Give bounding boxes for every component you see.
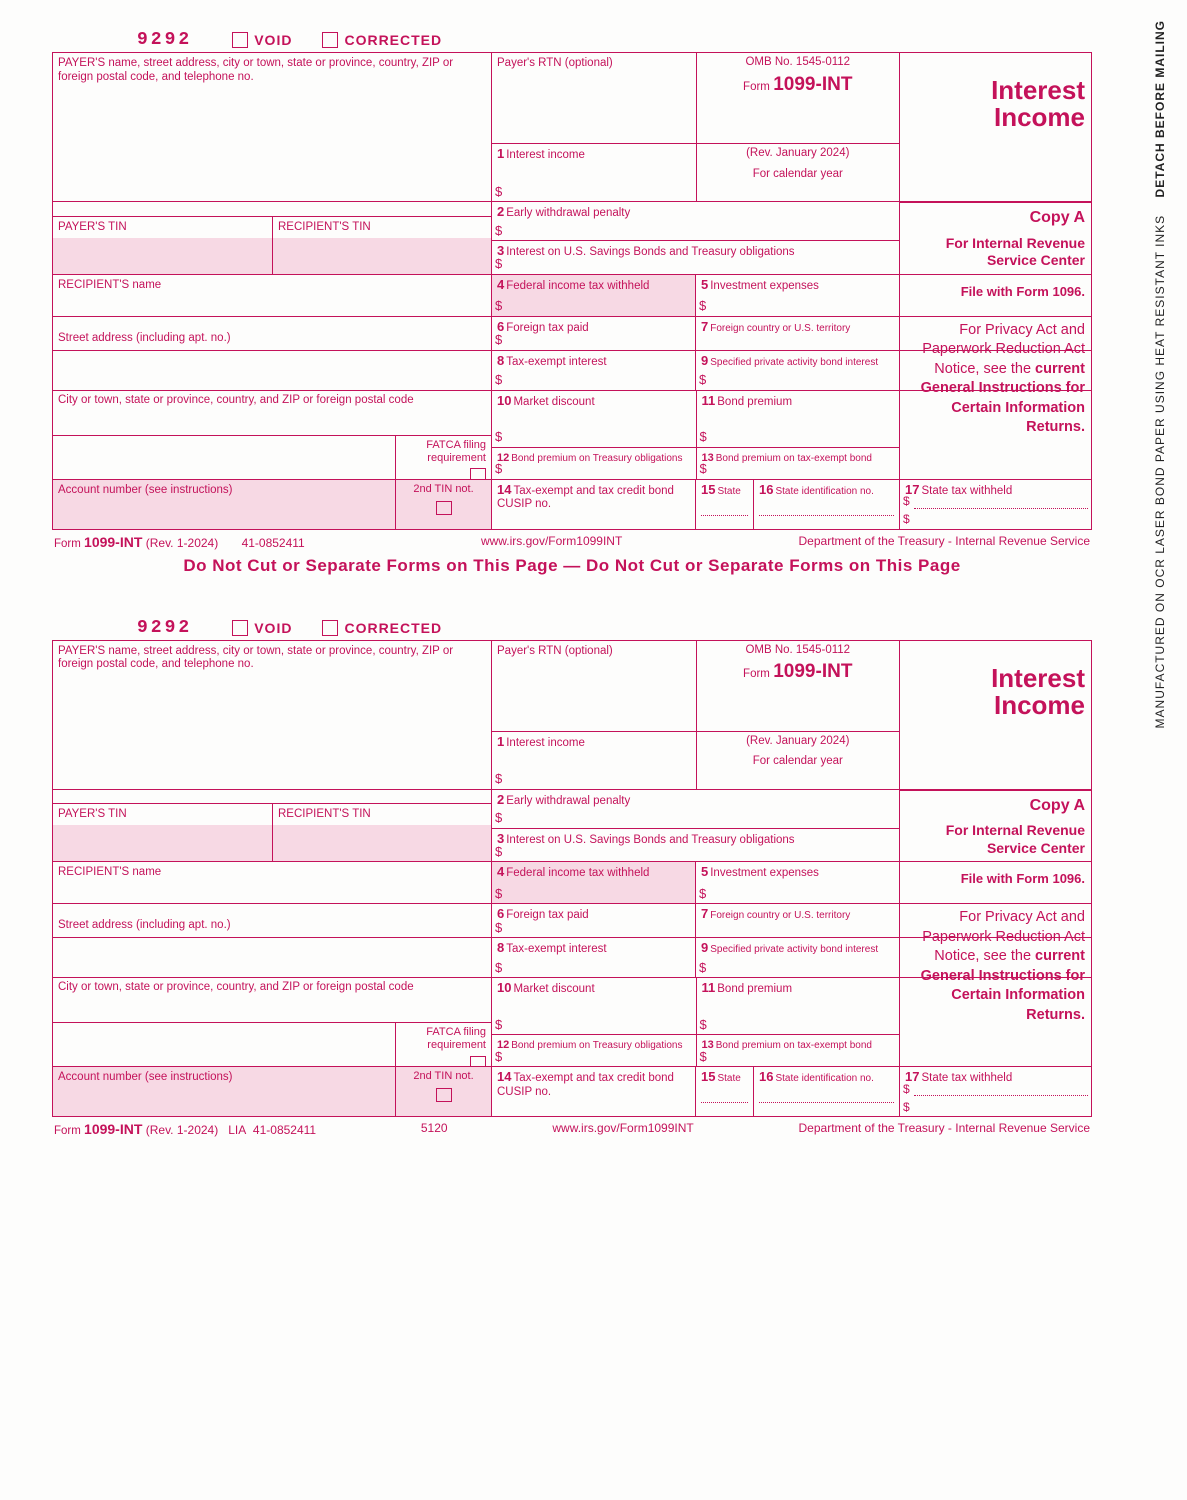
account-label: Account number (see instructions) bbox=[58, 484, 233, 496]
form-code: 9292 bbox=[137, 30, 192, 50]
corrected-checkbox-2[interactable] bbox=[322, 620, 338, 636]
form-footer: Form 1099-INT (Rev. 1-2024) 41-0852411 w… bbox=[52, 530, 1092, 550]
city-label: City or town, state or province, country… bbox=[58, 394, 486, 407]
box9-label: Specified private activity bond interest bbox=[710, 357, 878, 368]
box10-label: Market discount bbox=[513, 396, 594, 408]
tin2-checkbox-2[interactable] bbox=[436, 1088, 452, 1102]
box16-label: State identification no. bbox=[775, 486, 873, 497]
street-label: Street address (including apt. no.) bbox=[58, 332, 231, 344]
separator-text: Do Not Cut or Separate Forms on This Pag… bbox=[52, 550, 1092, 616]
payer-tin-label: PAYER'S TIN bbox=[58, 221, 127, 233]
box17-label: State tax withheld bbox=[921, 485, 1012, 497]
form-title: Interest Income bbox=[906, 77, 1085, 132]
void-checkbox-2[interactable] bbox=[232, 620, 248, 636]
box8-label: Tax-exempt interest bbox=[506, 356, 606, 368]
box1-label: Interest income bbox=[506, 149, 585, 161]
copy-label: Copy A bbox=[906, 209, 1085, 227]
box12-label: Bond premium on Treasury obligations bbox=[511, 453, 682, 464]
box14-label: Tax-exempt and tax credit bond CUSIP no. bbox=[497, 485, 674, 511]
box4-label: Federal income tax withheld bbox=[506, 280, 649, 292]
corrected-checkbox[interactable] bbox=[322, 32, 338, 48]
rtn-label: Payer's RTN (optional) bbox=[497, 57, 613, 69]
cal-year-label: For calendar year bbox=[702, 168, 895, 181]
payer-address-label: PAYER'S name, street address, city or to… bbox=[58, 57, 453, 83]
void-label: VOID bbox=[254, 32, 292, 48]
tin2-checkbox[interactable] bbox=[436, 501, 452, 515]
box13-label: Bond premium on tax-exempt bond bbox=[716, 453, 872, 464]
box2-label: Early withdrawal penalty bbox=[506, 207, 630, 219]
void-checkbox[interactable] bbox=[232, 32, 248, 48]
box3-label: Interest on U.S. Savings Bonds and Treas… bbox=[506, 246, 794, 258]
box7-label: Foreign country or U.S. territory bbox=[710, 323, 850, 334]
rev-label: (Rev. January 2024) bbox=[702, 147, 895, 160]
side-manufacturing-text: MANUFACTURED ON OCR LASER BOND PAPER USI… bbox=[1153, 20, 1167, 728]
form-number: 1099-INT bbox=[773, 74, 852, 95]
box15-label: State bbox=[717, 486, 740, 497]
fatca-label: FATCA filing requirement bbox=[426, 439, 486, 464]
box11-label: Bond premium bbox=[717, 396, 792, 408]
omb-label: OMB No. 1545-0112 bbox=[702, 56, 895, 69]
for-label: For Internal Revenue Service Center bbox=[906, 235, 1085, 270]
form-1099-int-copy-a-bottom: 9292 VOID CORRECTED PAYER'S name, street… bbox=[52, 616, 1092, 1138]
box6-label: Foreign tax paid bbox=[506, 322, 588, 334]
form-footer-2: Form 1099-INT (Rev. 1-2024) LIA 41-08524… bbox=[52, 1117, 1092, 1137]
form-1099-int-copy-a-top: 9292 VOID CORRECTED PAYER'S name, street… bbox=[52, 28, 1092, 550]
recip-name-label: RECIPIENT'S name bbox=[58, 279, 161, 291]
form-top-checkrow: 9292 VOID CORRECTED bbox=[52, 28, 1092, 52]
tin2-label: 2nd TIN not. bbox=[413, 483, 473, 495]
file-with-label: File with Form 1096. bbox=[906, 285, 1085, 299]
box5-label: Investment expenses bbox=[710, 280, 819, 292]
recip-tin-label: RECIPIENT'S TIN bbox=[278, 221, 371, 233]
corrected-label: CORRECTED bbox=[344, 32, 442, 48]
